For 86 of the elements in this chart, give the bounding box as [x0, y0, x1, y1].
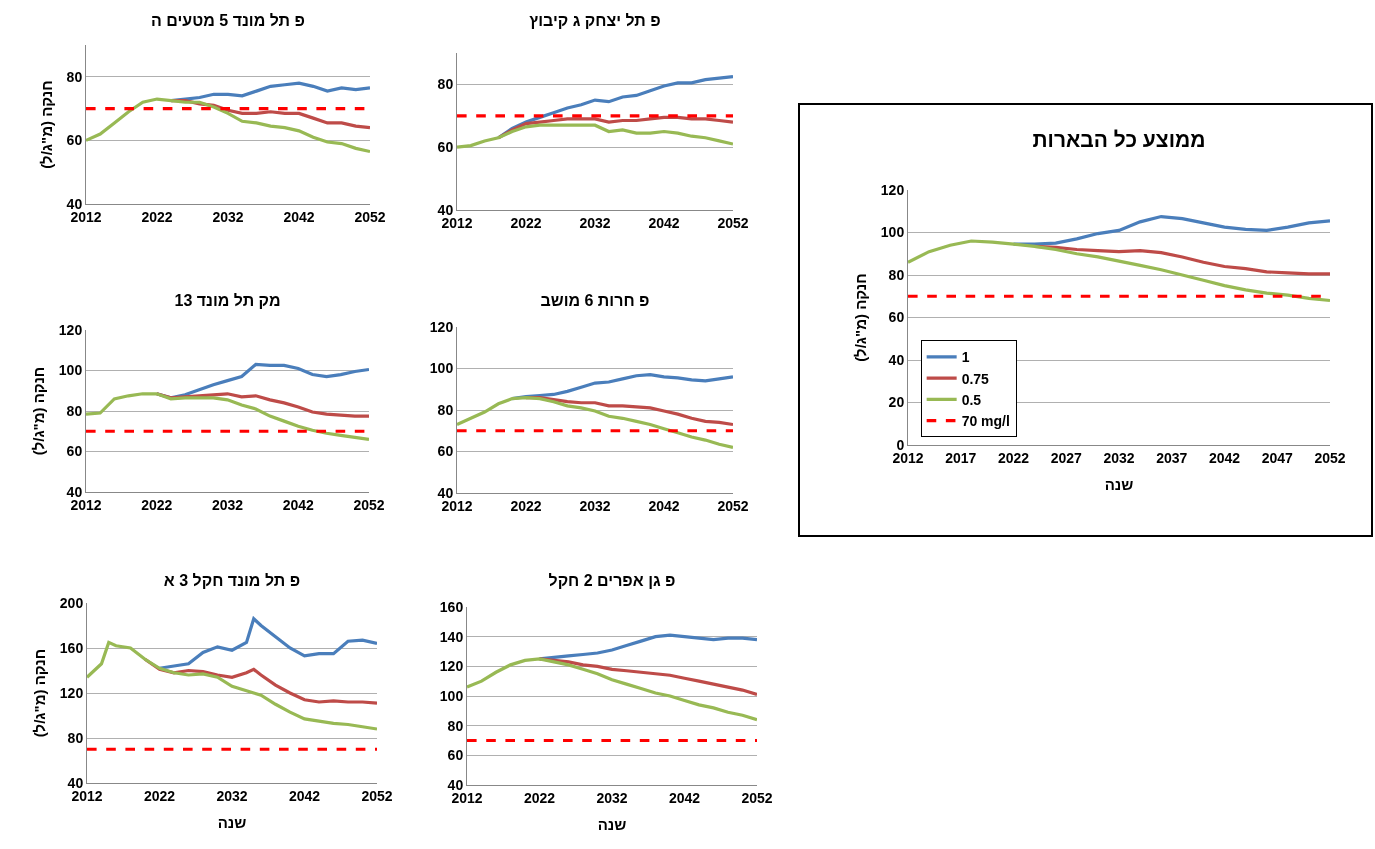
chart-title: מק תל מונד 13	[174, 292, 281, 310]
y-axis-title: חנקה (מ"ג/ל)	[37, 80, 55, 169]
y-tick-label: 80	[437, 76, 454, 93]
x-tick-label: 2052	[353, 496, 385, 513]
y-tick-label: 40	[888, 351, 905, 368]
x-tick-label: 2042	[283, 208, 315, 225]
y-tick-label: 120	[59, 684, 84, 701]
x-tick-label: 2052	[1314, 449, 1346, 466]
line-series	[86, 97, 370, 154]
x-tick-label: 2022	[997, 449, 1030, 466]
y-tick-label: 80	[447, 717, 464, 734]
y-tick-label: 80	[888, 266, 905, 283]
x-tick-label: 2032	[579, 214, 611, 231]
y-axis-title: חנקה (מ"ג/ל)	[31, 648, 49, 738]
x-tick-label: 2032	[1103, 449, 1135, 466]
legend-label: 0.5	[961, 391, 982, 408]
legend-label: 1	[961, 349, 970, 366]
y-axis-title: חנקה (מ"ג/ל)	[30, 366, 48, 456]
legend-label: 0.75	[961, 370, 990, 387]
x-tick-label: 2022	[143, 787, 176, 804]
y-tick-label: 80	[66, 402, 83, 419]
x-axis-title: שנה	[217, 813, 247, 831]
y-tick-label: 60	[66, 132, 83, 149]
y-tick-label: 80	[437, 401, 454, 418]
line-series	[457, 395, 733, 449]
x-tick-label: 2017	[945, 449, 977, 466]
line-series	[86, 392, 369, 441]
x-tick-label: 2042	[282, 496, 315, 513]
y-tick-label: 60	[437, 139, 454, 156]
x-axis-title: שנה	[597, 815, 627, 833]
x-tick-label: 2052	[717, 214, 749, 231]
x-tick-label: 2022	[510, 214, 542, 231]
y-tick-label: 160	[439, 598, 464, 615]
y-tick-label: 100	[429, 360, 454, 377]
y-tick-label: 100	[58, 362, 83, 379]
chart-title: פ תל יצחק ג קיבוץ	[529, 12, 661, 30]
chart-title: פ גן אפרים 2 חקל	[548, 572, 676, 590]
y-tick-label: 60	[888, 309, 905, 326]
x-tick-label: 2042	[648, 214, 680, 231]
y-tick-label: 20	[888, 394, 905, 411]
x-tick-label: 2032	[212, 208, 244, 225]
x-tick-label: 2037	[1156, 449, 1188, 466]
y-tick-label: 100	[880, 224, 905, 241]
y-tick-label: 140	[439, 628, 464, 645]
line-series	[87, 640, 377, 731]
x-tick-label: 2052	[361, 787, 393, 804]
y-tick-label: 60	[66, 443, 83, 460]
x-axis-title: שנה	[1104, 475, 1134, 493]
x-tick-label: 2022	[141, 208, 173, 225]
x-tick-label: 2022	[510, 497, 542, 514]
x-tick-label: 2052	[717, 497, 749, 514]
chart-title: ממוצע כל הבארות	[1032, 128, 1206, 152]
y-tick-label: 80	[67, 729, 84, 746]
y-tick-label: 120	[880, 181, 905, 198]
y-tick-label: 60	[437, 443, 454, 460]
x-tick-label: 2042	[668, 789, 701, 806]
x-tick-label: 2042	[648, 497, 680, 514]
y-tick-label: 120	[439, 658, 464, 675]
y-tick-label: 60	[447, 747, 464, 764]
x-tick-label: 2042	[1208, 449, 1241, 466]
x-tick-label: 2052	[354, 208, 386, 225]
y-tick-label: 120	[429, 318, 454, 335]
x-tick-label: 2047	[1261, 449, 1294, 466]
y-axis-title: חנקה (מ"ג/ל)	[852, 273, 870, 362]
chart-title: פ תל מונד 5 מטעים ה	[151, 12, 305, 30]
y-tick-label: 80	[66, 68, 83, 85]
x-tick-label: 2032	[216, 787, 248, 804]
legend-label: 70 mg/l	[961, 413, 1010, 430]
y-tick-label: 200	[59, 594, 84, 611]
chart-title: פ חרות 6 מושב	[540, 292, 650, 310]
x-tick-label: 2027	[1050, 449, 1083, 466]
x-tick-label: 2052	[741, 789, 773, 806]
y-tick-label: 100	[439, 687, 464, 704]
chart-title: פ תל מונד חקל 3 א	[163, 572, 301, 590]
y-tick-label: 160	[59, 639, 84, 656]
line-series	[457, 123, 733, 149]
x-tick-label: 2022	[141, 496, 173, 513]
line-series	[157, 617, 377, 670]
x-tick-label: 2032	[579, 497, 611, 514]
line-series	[467, 657, 757, 722]
y-tick-label: 120	[58, 321, 83, 338]
x-tick-label: 2032	[596, 789, 628, 806]
x-tick-label: 2032	[211, 496, 244, 513]
x-tick-label: 2022	[523, 789, 556, 806]
line-series	[908, 239, 1330, 303]
x-tick-label: 2042	[288, 787, 321, 804]
